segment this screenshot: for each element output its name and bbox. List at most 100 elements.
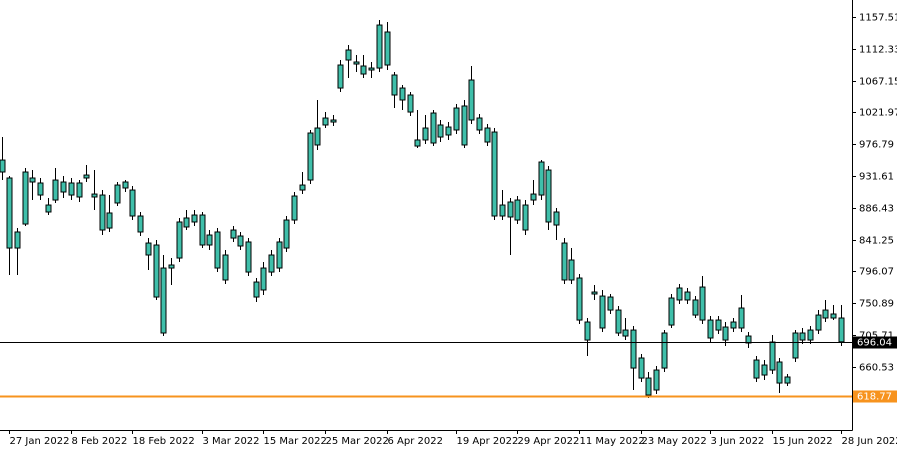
candle-body — [815, 314, 822, 331]
candle-body — [299, 184, 306, 191]
candle-body — [491, 131, 498, 217]
candle-body — [183, 217, 190, 228]
candle-body — [668, 297, 675, 326]
candle-body — [584, 321, 591, 341]
candle-body — [661, 332, 668, 369]
candle-body — [507, 201, 514, 218]
candle-body — [422, 127, 429, 141]
candle-body — [722, 326, 729, 341]
candle-body — [576, 277, 583, 321]
candle-body — [176, 221, 183, 259]
x-tick-label: 3 Mar 2022 — [203, 436, 260, 447]
candle-body — [553, 211, 560, 226]
candle-body — [276, 241, 283, 269]
candle-body — [230, 229, 237, 239]
price-label: 696.04 — [857, 338, 892, 349]
candle-body — [60, 181, 67, 193]
candle-body — [522, 204, 529, 231]
candle-body — [376, 24, 383, 69]
y-tick-label: 1112.33 — [859, 45, 897, 56]
candle-body — [206, 234, 213, 246]
y-tick-label: 886.43 — [859, 204, 894, 215]
x-tick-label: 18 Feb 2022 — [133, 436, 195, 447]
candle-body — [29, 177, 36, 183]
candle-body — [591, 291, 598, 295]
candle-body — [291, 195, 298, 221]
y-tick-label: 1157.51 — [859, 13, 897, 24]
candle-body — [368, 67, 375, 71]
candle-body — [253, 281, 260, 298]
candle-body — [453, 107, 460, 131]
price-label-box — [853, 390, 897, 403]
candle-body — [499, 204, 506, 217]
x-tick-label: 6 Apr 2022 — [388, 436, 443, 447]
x-tick-label: 28 Jun 2022 — [842, 436, 897, 447]
candle-body — [191, 214, 198, 223]
candle-body — [753, 359, 760, 379]
candle-body — [838, 317, 845, 343]
x-tick-label: 27 Jan 2022 — [10, 436, 70, 447]
candle-body — [607, 296, 614, 311]
candle-body — [353, 61, 360, 65]
candle-body — [699, 286, 706, 321]
candle-body — [822, 309, 829, 319]
candle-body — [514, 199, 521, 221]
candle-body — [630, 329, 637, 369]
candle-body — [345, 49, 352, 61]
candle-body — [199, 214, 206, 246]
candle-body — [484, 127, 491, 143]
candle-body — [784, 376, 791, 384]
candle-body — [268, 254, 275, 273]
candle-body — [530, 193, 537, 201]
candle-body — [676, 287, 683, 301]
candle-body — [76, 182, 83, 198]
candle-body — [414, 139, 421, 147]
candle-body — [384, 31, 391, 66]
candle-body — [14, 231, 21, 249]
candle-body — [799, 332, 806, 341]
x-tick-label: 19 Apr 2022 — [457, 436, 519, 447]
candle-body — [615, 309, 622, 334]
y-tick-label: 705.71 — [859, 331, 894, 342]
candle-body — [360, 65, 367, 75]
candle-body — [137, 215, 144, 233]
x-tick-label: 15 Jun 2022 — [773, 436, 833, 447]
y-tick-label: 796.07 — [859, 267, 894, 278]
candle-body — [337, 64, 344, 89]
x-tick-label: 23 May 2022 — [642, 436, 707, 447]
candle-body — [638, 357, 645, 379]
candle-body — [807, 329, 814, 341]
candle-body — [599, 295, 606, 329]
candle-body — [769, 341, 776, 371]
candle-body — [645, 377, 652, 396]
candle-body — [245, 241, 252, 273]
candle-body — [430, 112, 437, 144]
candle-body — [653, 369, 660, 391]
candle-body — [407, 94, 414, 113]
candle-body — [399, 87, 406, 101]
candle-body — [692, 299, 699, 316]
candle-body — [106, 212, 113, 229]
x-tick-label: 29 Apr 2022 — [518, 436, 580, 447]
price-label: 618.77 — [857, 392, 892, 403]
candle-body — [222, 254, 229, 281]
candle-body — [91, 193, 98, 198]
candle-body — [37, 182, 44, 196]
candle-body — [622, 329, 629, 337]
candle-body — [830, 313, 837, 319]
candle-body — [761, 364, 768, 376]
candle-body — [129, 189, 136, 217]
candle-body — [461, 105, 468, 146]
y-tick-label: 1021.97 — [859, 108, 897, 119]
candle-body — [68, 182, 75, 196]
x-tick-label: 8 Feb 2022 — [72, 436, 128, 447]
candle-body — [445, 126, 452, 136]
candle-body — [83, 174, 90, 179]
candle-body — [476, 117, 483, 131]
candle-body — [715, 319, 722, 331]
candle-body — [545, 169, 552, 223]
candle-body — [437, 124, 444, 138]
candle-body — [792, 332, 799, 359]
